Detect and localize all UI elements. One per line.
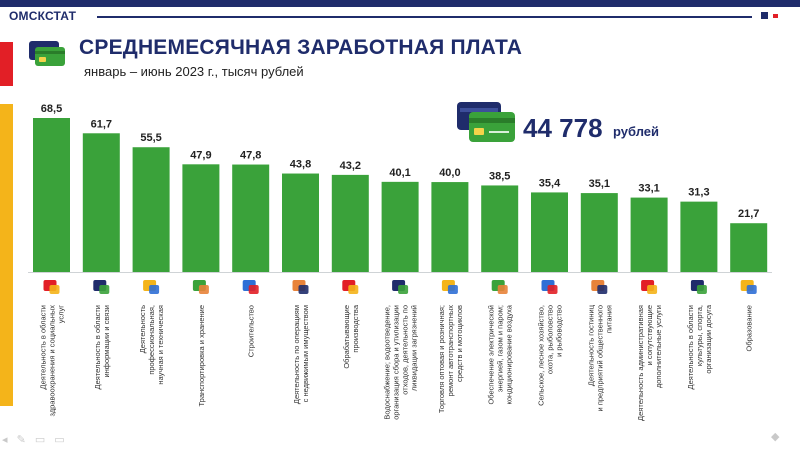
category-label: научная и техническая [156, 305, 165, 385]
header-square-blue [761, 12, 768, 19]
bar [431, 182, 469, 272]
category-label: Образование [745, 305, 754, 352]
category-label: Деятельность административная [636, 305, 645, 421]
bar-value-label: 61,7 [91, 118, 112, 130]
category-label: профессиональная, [147, 305, 156, 375]
agriculture-icon [541, 280, 558, 294]
org-name: ОМСКСТАТ [9, 9, 77, 23]
education-icon [740, 280, 757, 294]
category-label: здравоохранения и социальных [48, 305, 57, 417]
bar [331, 174, 369, 272]
header-square-red [773, 14, 778, 18]
science-icon [143, 280, 160, 294]
side-accent-red [0, 42, 13, 86]
health-icon [43, 280, 60, 294]
category-label: средств и мотоциклов [455, 305, 464, 382]
bar [82, 133, 120, 272]
header-divider [97, 16, 752, 18]
bar-value-label: 35,4 [539, 177, 561, 189]
bar [630, 197, 668, 272]
bar-value-label: 43,8 [290, 159, 311, 171]
category-label: и рыбоводство [555, 305, 564, 357]
bar [232, 164, 270, 272]
trade-icon [441, 280, 458, 294]
category-label: Транспортировка и хранение [197, 305, 206, 406]
bar [33, 118, 70, 272]
bar-value-label: 40,1 [389, 167, 410, 179]
category-label: Торговля оптовая и розничная; [437, 305, 446, 413]
category-label: Деятельность по операциям [292, 305, 301, 404]
energy-icon [491, 280, 508, 294]
category-label: Строительство [247, 305, 256, 357]
administrative-icon [641, 280, 658, 294]
bar [680, 201, 718, 272]
category-label: энергией, газом и паром; [496, 305, 505, 392]
category-label: питания [604, 305, 613, 333]
category-label: ремонт автотранспортных [446, 305, 455, 397]
category-label: организации досуга [704, 304, 713, 373]
category-label: Сельское, лесное хозяйство, [537, 305, 546, 406]
credit-cards-icon [457, 102, 515, 142]
category-label: Деятельность в области [39, 305, 48, 389]
category-label: Деятельность гостиниц [586, 304, 595, 386]
culture-sport-icon [690, 280, 707, 294]
average-salary-value: 44 778 [523, 113, 603, 143]
category-label: Водоснабжение; водоотведение, [383, 305, 392, 420]
category-label: Деятельность в области [686, 305, 695, 389]
category-label: информации и связи [102, 305, 111, 378]
category-label: Обеспечение электрической [487, 305, 496, 405]
category-label: производства [351, 304, 360, 352]
page-subtitle: январь – июнь 2023 г., тысяч рублей [84, 64, 304, 79]
cards-icon [29, 41, 65, 66]
page-title: СРЕДНЕМЕСЯЧНАЯ ЗАРАБОТНАЯ ПЛАТА [79, 36, 523, 59]
category-label: Деятельность в области [93, 305, 102, 389]
category-label: и предприятий общественного [595, 305, 604, 411]
category-label: услуг [57, 305, 66, 324]
transport-icon [192, 280, 209, 294]
bar [730, 223, 768, 272]
category-label: ликвидации загрязнений [410, 305, 419, 391]
information-icon [93, 280, 110, 294]
bar-value-label: 35,1 [589, 178, 610, 190]
bar-value-label: 68,5 [41, 103, 62, 115]
bar-value-label: 31,3 [688, 187, 709, 199]
category-label: кондиционирование воздуха [505, 304, 514, 404]
side-accent-yellow [0, 104, 13, 406]
manufacturing-icon [342, 280, 359, 294]
construction-icon [242, 280, 259, 294]
category-label: с недвижимым имуществом [301, 305, 310, 402]
slide-nav-icons: ◂ ✎ ▭ ▭ [2, 434, 68, 446]
bar-value-label: 55,5 [140, 132, 161, 144]
category-label: охота, рыболовство [546, 305, 555, 374]
category-label: Обрабатывающие [342, 305, 351, 369]
bar-value-label: 47,9 [190, 149, 211, 161]
bar-value-label: 47,8 [240, 150, 261, 162]
average-salary-unit: рублей [613, 124, 660, 139]
water-supply-icon [392, 280, 409, 294]
slide-corner-icon: ◆ [771, 431, 780, 443]
category-label: Деятельность [138, 305, 147, 353]
category-label: отходов, деятельность по [401, 305, 410, 395]
bar [531, 192, 568, 272]
category-label: организация сбора и утилизации [392, 305, 401, 420]
hotel-catering-icon [591, 280, 608, 294]
bar [580, 193, 618, 272]
bar [132, 147, 170, 272]
top-bar [0, 0, 800, 7]
bar-value-label: 40,0 [439, 167, 460, 179]
bar-value-label: 43,2 [340, 160, 361, 172]
bar [282, 173, 319, 272]
real-estate-icon [292, 280, 309, 294]
bar [182, 164, 220, 272]
bar-value-label: 21,7 [738, 208, 759, 220]
bar [381, 181, 419, 272]
category-label: и сопутствующие [645, 305, 654, 365]
category-label: культуры, спорта, [695, 305, 704, 366]
bar-value-label: 33,1 [638, 183, 659, 195]
category-label: дополнительные услуги [654, 305, 663, 388]
bar-value-label: 38,5 [489, 170, 510, 182]
bar [481, 185, 519, 272]
